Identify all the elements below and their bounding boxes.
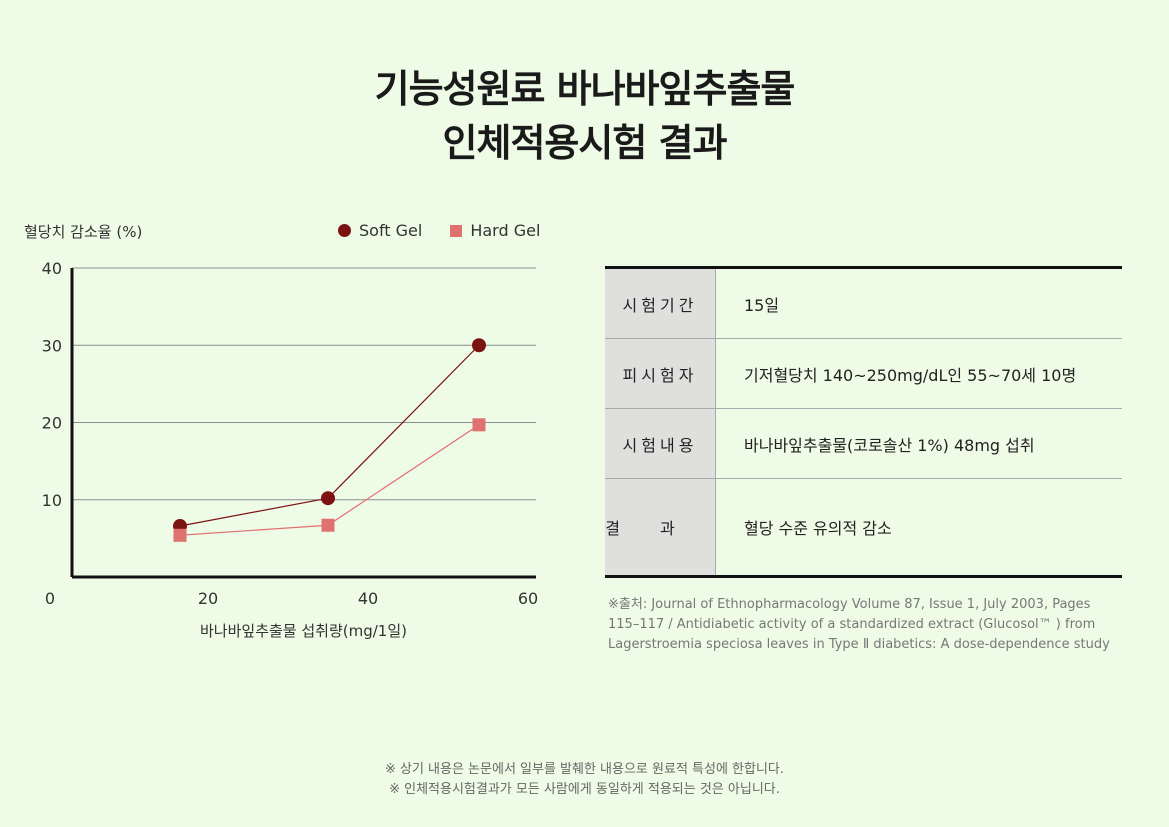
x-tick-label: 0 (45, 589, 55, 608)
table-row: 시험기간 15일 (605, 267, 1122, 339)
footnote-line: ※ 인체적용시험결과가 모든 사람에게 동일하게 적용되는 것은 아닙니다. (389, 782, 780, 797)
table-key-cell: 시험내용 (605, 408, 716, 479)
source-line: ※출처: Journal of Ethnopharmacology Volume… (608, 597, 1091, 612)
legend-item-soft-gel: Soft Gel (338, 221, 422, 240)
table-key-cell: 결과 (605, 478, 716, 577)
page-title: 기능성원료 바나바잎추출물 인체적용시험 결과 (0, 62, 1169, 170)
x-axis-label: 바나바잎추출물 섭취량(mg/1일) (200, 622, 408, 640)
table-value-cell: 15일 (715, 267, 1122, 339)
table-row: 시험내용 바나바잎추출물(코로솔산 1%) 48mg 섭취 (605, 408, 1122, 479)
table-row: 결과 혈당 수준 유의적 감소 (605, 478, 1122, 577)
footnotes: ※ 상기 내용은 논문에서 일부를 발췌한 내용으로 원료적 특성에 한합니다.… (0, 760, 1169, 800)
source-citation: ※출처: Journal of Ethnopharmacology Volume… (608, 595, 1128, 655)
table-key-cell: 시험기간 (605, 267, 716, 339)
chart-legend: Soft Gel Hard Gel (338, 221, 540, 240)
title-line-2: 인체적용시험 결과 (442, 121, 728, 165)
legend-label-soft-gel: Soft Gel (359, 221, 423, 240)
table-row: 피시험자 기저혈당치 140~250mg/dL인 55~70세 10명 (605, 338, 1122, 409)
table-value-cell: 바나바잎추출물(코로솔산 1%) 48mg 섭취 (715, 408, 1122, 479)
y-tick-label: 30 (42, 336, 62, 355)
table-value-cell: 기저혈당치 140~250mg/dL인 55~70세 10명 (715, 338, 1122, 409)
series-line-hard-gel (179, 424, 480, 536)
data-point-hard-gel (173, 528, 187, 542)
legend-circle-marker (338, 224, 351, 237)
x-tick-label: 60 (518, 589, 538, 608)
data-point-hard-gel (472, 418, 486, 432)
title-line-1: 기능성원료 바나바잎추출물 (374, 67, 796, 111)
table-key-cell: 피시험자 (605, 338, 716, 409)
x-tick-label: 40 (358, 589, 378, 608)
legend-item-hard-gel: Hard Gel (450, 221, 540, 240)
y-tick-label: 10 (42, 491, 62, 510)
y-tick-label: 40 (42, 259, 62, 278)
data-point-soft-gel (472, 338, 486, 353)
legend-square-marker (450, 224, 463, 237)
x-tick-label: 20 (198, 589, 218, 608)
legend-label-hard-gel: Hard Gel (470, 221, 541, 240)
footnote-line: ※ 상기 내용은 논문에서 일부를 발췌한 내용으로 원료적 특성에 한합니다. (384, 762, 785, 777)
data-point-soft-gel (321, 491, 335, 506)
source-line: 115–117 / Antidiabetic activity of a sta… (608, 617, 1096, 632)
line-chart: 10 20 30 40 0 20 40 60 (42, 259, 539, 608)
y-tick-label: 20 (42, 414, 62, 433)
data-point-hard-gel (321, 518, 335, 532)
y-axis-label: 혈당치 감소율 (%) (24, 223, 143, 241)
source-line: Lagerstroemia speciosa leaves in Type Ⅱ … (608, 637, 1110, 652)
table-value-cell: 혈당 수준 유의적 감소 (744, 519, 892, 538)
study-info-table: 시험기간 15일 피시험자 기저혈당치 140~250mg/dL인 55~70세… (605, 266, 1122, 578)
